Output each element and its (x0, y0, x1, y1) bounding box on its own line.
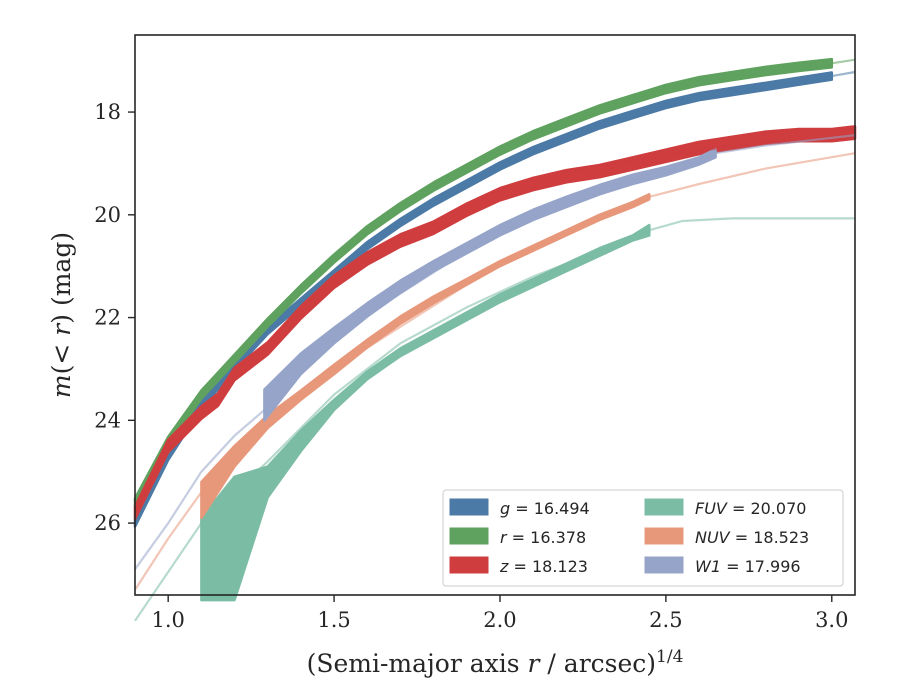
legend-label-fuv: FUV = 20.070 (695, 499, 806, 518)
x-tick-label: 1.5 (317, 608, 350, 632)
legend-swatch-g (449, 498, 489, 516)
legend-label-nuv: NUV = 18.523 (695, 528, 809, 547)
x-tick-label: 2.0 (483, 608, 516, 632)
y-tick-label: 22 (94, 306, 121, 330)
model-line-g (831, 70, 856, 78)
legend-label-w1: W1 = 17.996 (695, 557, 801, 576)
band-nuv (200, 193, 651, 520)
legend: g = 16.494 r = 16.378 z = 18.123 FUV = 20.0… (442, 489, 844, 587)
plot-frame (134, 34, 856, 596)
model-line-fuv (134, 217, 855, 622)
band-z (133, 125, 857, 521)
y-axis-label: m(< r) (mag) (47, 232, 76, 398)
model-line-nuv (134, 152, 856, 591)
legend-frame (442, 489, 844, 587)
y-axis-ticks: 18 20 22 24 26 (94, 100, 135, 535)
x-axis-ticks: 1.0 1.5 2.0 2.5 3.0 (151, 595, 848, 632)
legend-swatch-fuv (644, 498, 684, 516)
legend-label-g: g = 16.494 (500, 499, 590, 518)
legend-swatch-w1 (644, 556, 684, 574)
x-tick-label: 3.0 (815, 608, 848, 632)
legend-label-z: z = 18.123 (499, 557, 588, 576)
x-tick-label: 1.0 (151, 608, 184, 632)
legend-label-r: r = 16.378 (500, 528, 586, 547)
y-tick-label: 24 (94, 408, 121, 432)
y-tick-label: 26 (94, 511, 121, 535)
model-line-w1 (134, 134, 856, 570)
y-tick-label: 20 (94, 203, 121, 227)
model-line-r (831, 58, 856, 65)
band-fuv (200, 223, 651, 602)
y-tick-label: 18 (94, 100, 121, 124)
legend-swatch-z (449, 556, 489, 574)
x-axis-label: (Semi-major axis r / arcsec)1/4 (307, 647, 684, 678)
legend-swatch-r (449, 527, 489, 545)
x-tick-label: 2.5 (649, 608, 682, 632)
legend-swatch-nuv (644, 527, 684, 545)
model-lines (134, 58, 856, 622)
band-r (133, 57, 834, 508)
